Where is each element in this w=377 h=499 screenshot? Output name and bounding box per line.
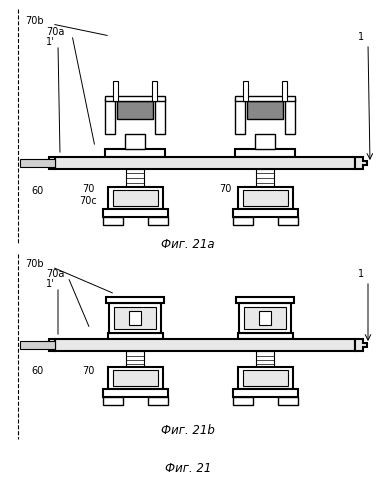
Bar [285,99,295,134]
Bar [236,297,294,303]
Bar [152,81,157,101]
Text: 60: 60 [32,186,44,196]
Bar [235,96,295,101]
Bar [112,370,158,386]
Text: 70c: 70c [79,196,97,206]
Text: Фиг. 21b: Фиг. 21b [161,425,215,438]
Bar [20,341,55,349]
Bar [256,351,274,367]
Bar [125,134,145,149]
Bar [235,149,295,157]
Text: 1': 1' [46,37,54,47]
Bar [242,370,288,386]
Text: 1: 1 [358,32,364,42]
Bar [255,134,275,149]
Bar [238,333,293,339]
Bar [282,81,287,101]
Polygon shape [355,339,367,351]
Bar [107,333,162,339]
Bar [105,149,165,157]
Bar [242,190,288,206]
Bar [233,209,297,217]
Text: 70a: 70a [46,27,64,37]
Bar [103,217,123,225]
Bar [235,99,245,134]
Bar [106,297,164,303]
Text: Фиг. 21: Фиг. 21 [165,463,211,476]
Bar [103,389,167,397]
Bar [233,397,253,405]
Bar [129,311,141,325]
Bar [239,303,291,333]
Text: 1': 1' [46,279,54,289]
Bar [233,389,297,397]
Text: 70b: 70b [26,259,44,269]
Bar [247,101,283,119]
Bar [113,81,118,101]
Bar [112,190,158,206]
Bar [103,209,167,217]
Bar [103,397,123,405]
Bar [244,307,286,329]
Bar [277,217,297,225]
Bar [238,367,293,389]
Bar [109,303,161,333]
Bar [277,397,297,405]
Bar [55,157,355,169]
Text: 60: 60 [32,366,44,376]
Bar [105,99,115,134]
Text: 70: 70 [82,184,94,194]
Text: 70b: 70b [26,16,44,26]
Bar [107,187,162,209]
Bar [126,351,144,367]
Text: 70: 70 [219,184,231,194]
Bar [238,187,293,209]
Bar [114,307,156,329]
Polygon shape [45,339,55,351]
Polygon shape [45,157,55,169]
Polygon shape [355,157,367,169]
Bar [117,101,153,119]
Bar [155,99,165,134]
Bar [233,217,253,225]
Bar [107,367,162,389]
Text: 70: 70 [82,366,94,376]
Bar [105,96,165,101]
Text: Фиг. 21а: Фиг. 21а [161,238,215,250]
Bar [256,169,274,187]
Bar [55,339,355,351]
Text: 1: 1 [358,269,364,279]
Text: 70a: 70a [46,269,64,279]
Bar [243,81,248,101]
Bar [126,169,144,187]
Bar [147,397,167,405]
Bar [259,311,271,325]
Bar [147,217,167,225]
Bar [20,159,55,167]
